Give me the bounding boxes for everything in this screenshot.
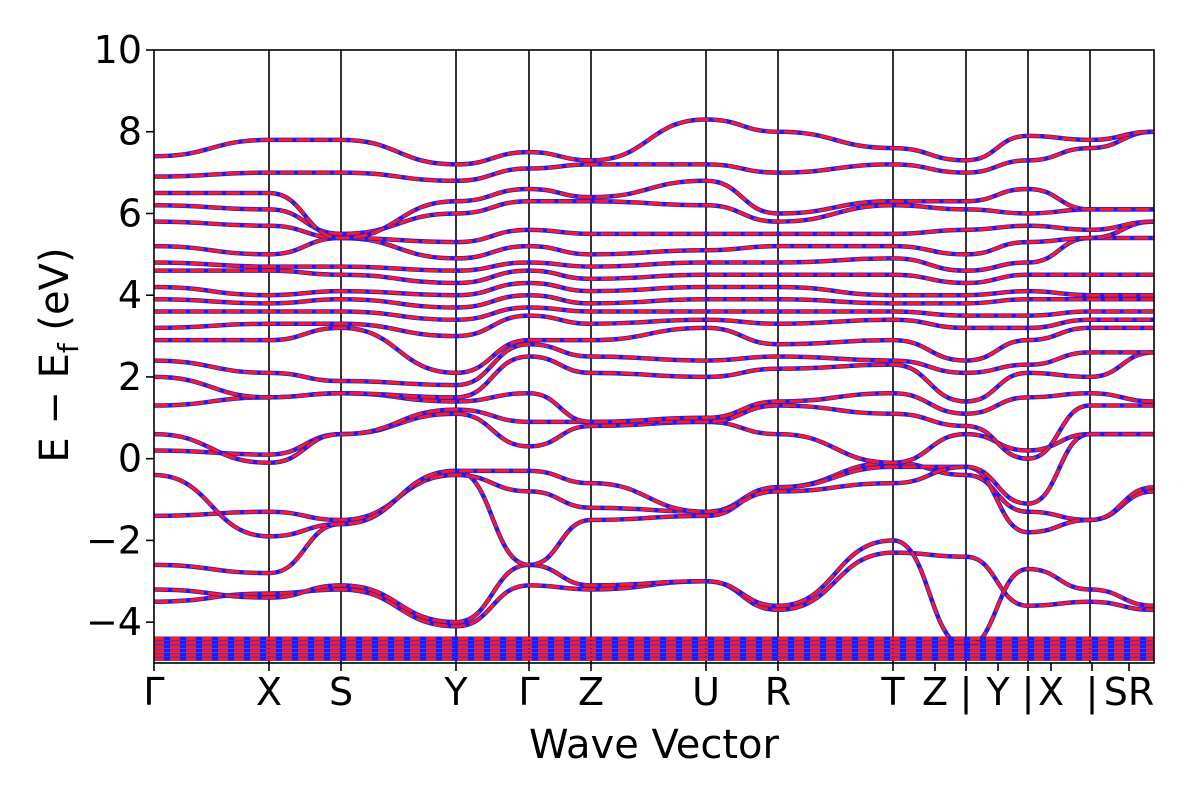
kpath-lines [268, 50, 1091, 663]
x-tick-label-10: | [960, 670, 973, 715]
band-21-red [153, 130, 1155, 183]
x-tick-label-1: X [256, 670, 282, 714]
band-22-red [153, 117, 1155, 166]
band-15-red [154, 269, 1154, 285]
band-20-red [153, 179, 1154, 240]
y-tick-label-7: 10 [94, 28, 142, 72]
y-axis: −4 −2 0 2 4 6 8 10 [86, 28, 154, 644]
x-tick-label-12: | [1022, 670, 1035, 715]
y-tick-label-6: 8 [118, 110, 142, 154]
y-tick-label-1: −2 [86, 518, 142, 562]
plot-frame [153, 49, 1155, 664]
band-6-red [153, 404, 1154, 465]
y-axis-title-unit: (eV) [32, 247, 78, 343]
x-tick-label-4: Γ [518, 670, 539, 714]
x-tick-label-2: S [329, 670, 353, 714]
x-tick-label-13: X [1038, 670, 1064, 714]
band-12-red [154, 305, 1154, 322]
band-11-red [153, 314, 1154, 338]
x-axis-title: Wave Vector [529, 722, 780, 768]
y-axis-title-sub: f [52, 342, 85, 353]
band-6-blue [153, 403, 1154, 466]
band-9-red [153, 342, 1154, 387]
x-tick-label-6: U [692, 670, 720, 714]
y-tick-label-4: 4 [118, 273, 142, 317]
x-tick-label-15: SR [1104, 670, 1155, 714]
y-tick-label-0: −4 [86, 600, 142, 644]
x-tick-label-0: Γ [143, 670, 164, 714]
band-14-red [153, 281, 1154, 297]
x-tick-label-9: Z [922, 670, 948, 714]
band-13-red [153, 293, 1154, 309]
band-16-red [153, 236, 1154, 273]
x-tick-label-5: Z [578, 670, 604, 714]
x-tick-label-8: T [880, 670, 905, 714]
x-tick-label-11: Y [985, 670, 1010, 714]
y-tick-label-3: 2 [118, 355, 142, 399]
band-10-red [154, 326, 1154, 375]
x-tick-label-7: R [765, 670, 791, 714]
y-tick-label-2: 0 [118, 437, 142, 481]
band-1-red [153, 538, 1155, 649]
band-8-red [153, 350, 1155, 403]
y-axis-title: E − Ef (eV) [32, 247, 85, 462]
band-4-red [153, 432, 1154, 538]
y-tick-label-5: 6 [118, 191, 142, 235]
bands [153, 117, 1155, 661]
x-axis: Γ X S Y Γ Z U R T Z | Y | X | SR [143, 663, 1154, 715]
x-tick-label-3: Y [443, 670, 468, 714]
band-19-red [153, 199, 1154, 236]
x-tick-label-14: | [1086, 670, 1099, 715]
band-12-blue [154, 305, 1154, 322]
y-axis-title-main: E − E [32, 353, 78, 463]
